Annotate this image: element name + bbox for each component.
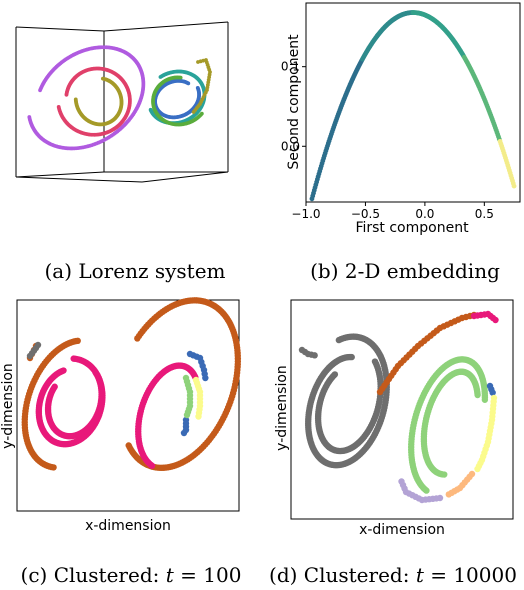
point — [492, 316, 499, 324]
cluster-lightgreen — [182, 374, 194, 419]
caption-d: (d) Clustered: t = 10000 — [262, 563, 524, 587]
point — [148, 107, 153, 112]
point — [183, 411, 191, 419]
point — [100, 76, 105, 81]
trajectory-olive-tail — [191, 58, 212, 114]
x-axis-label: x-dimension — [359, 522, 445, 536]
point — [195, 413, 202, 420]
point — [125, 442, 132, 449]
trajectory-green — [151, 75, 204, 127]
y-tick-label: 0.1 — [281, 60, 300, 74]
cluster-trajectories-t100 — [21, 297, 242, 472]
point — [178, 75, 183, 80]
lorenz-3d-plot — [15, 21, 229, 183]
cluster-peach — [445, 470, 476, 498]
cluster-orange-outer-right — [125, 297, 242, 472]
trajectory-blue — [153, 78, 201, 120]
y-axis-label: y-dimension — [274, 365, 290, 451]
cluster-lightgreen-right — [407, 356, 489, 494]
point — [398, 478, 405, 485]
cluster-yellow — [474, 394, 498, 473]
x-tick-label: 0.0 — [415, 207, 434, 221]
caption-c-value: = 100 — [173, 563, 242, 587]
point — [481, 396, 489, 403]
trajectory-olive — [73, 76, 124, 127]
cluster-orange-arc — [376, 311, 478, 396]
clustered-t100-plot: x-dimension y-dimension — [0, 297, 242, 534]
point — [489, 389, 496, 396]
cluster-lavender — [398, 478, 444, 504]
embedding-ticks: −1.0 −0.5 0.0 0.5 0.0 0.1 — [281, 60, 494, 221]
caption-d-var: t — [415, 563, 424, 587]
cluster-blue-2 — [180, 416, 190, 437]
caption-c-var: t — [165, 563, 174, 587]
cluster-gray — [26, 341, 42, 360]
point — [180, 429, 188, 437]
point — [202, 374, 209, 382]
x-tick-label: −0.5 — [351, 207, 380, 221]
point — [64, 92, 69, 97]
cluster-blue — [486, 382, 496, 396]
cluster-gray-left — [304, 333, 390, 469]
point — [38, 88, 42, 93]
caption-c: (c) Clustered: t = 100 — [0, 563, 262, 587]
point — [348, 353, 355, 361]
cluster-lightgreen-right-2 — [420, 368, 481, 478]
point — [34, 341, 42, 349]
plot-frame — [16, 299, 240, 512]
cluster-magenta-top — [470, 310, 499, 324]
point — [445, 491, 452, 498]
cluster-gray-tail — [298, 346, 318, 359]
x-tick-label: 0.5 — [475, 207, 494, 221]
trajectory-red — [56, 66, 132, 137]
embedding-curve — [309, 10, 517, 202]
point — [511, 183, 517, 189]
caption-a: (a) Lorenz system — [44, 259, 226, 283]
trajectory-purple — [27, 45, 146, 151]
cluster-yellow — [192, 376, 204, 420]
clustered-t10000-plot: x-dimension y-dimension — [274, 299, 514, 536]
lorenz-trajectories — [27, 45, 212, 151]
cluster-orange-left-lower — [21, 337, 81, 471]
cluster-magenta-left-2 — [44, 369, 105, 440]
point — [311, 352, 318, 359]
point — [186, 81, 191, 86]
3d-axes-box — [15, 21, 229, 183]
x-tick-label: −1.0 — [291, 207, 320, 221]
caption-b: (b) 2-D embedding — [310, 259, 500, 283]
point — [474, 391, 481, 399]
point — [191, 110, 196, 114]
point — [51, 383, 58, 390]
point — [331, 371, 339, 378]
caption-c-prefix: (c) Clustered: — [20, 563, 166, 587]
point — [474, 465, 481, 473]
caption-d-value: = 10000 — [423, 563, 517, 587]
point — [60, 367, 67, 374]
x-axis-label: x-dimension — [85, 518, 171, 534]
cluster-blue — [186, 350, 209, 382]
cluster-gray-left-2 — [314, 358, 384, 455]
y-axis-label: Second component — [286, 34, 302, 170]
embedding-2d-plot: −1.0 −0.5 0.0 0.5 0.0 0.1 First component Sec… — [281, 2, 521, 236]
embedding-axes — [305, 2, 521, 203]
cluster-trajectories-t10000 — [298, 310, 499, 504]
x-axis-label: First component — [355, 220, 469, 236]
y-tick-label: 0.0 — [281, 139, 300, 153]
caption-d-prefix: (d) Clustered: — [269, 563, 416, 587]
y-axis-label: y-dimension — [0, 363, 16, 449]
point — [74, 337, 81, 345]
plot-frame — [290, 299, 514, 520]
cluster-magenta-right — [135, 362, 199, 469]
